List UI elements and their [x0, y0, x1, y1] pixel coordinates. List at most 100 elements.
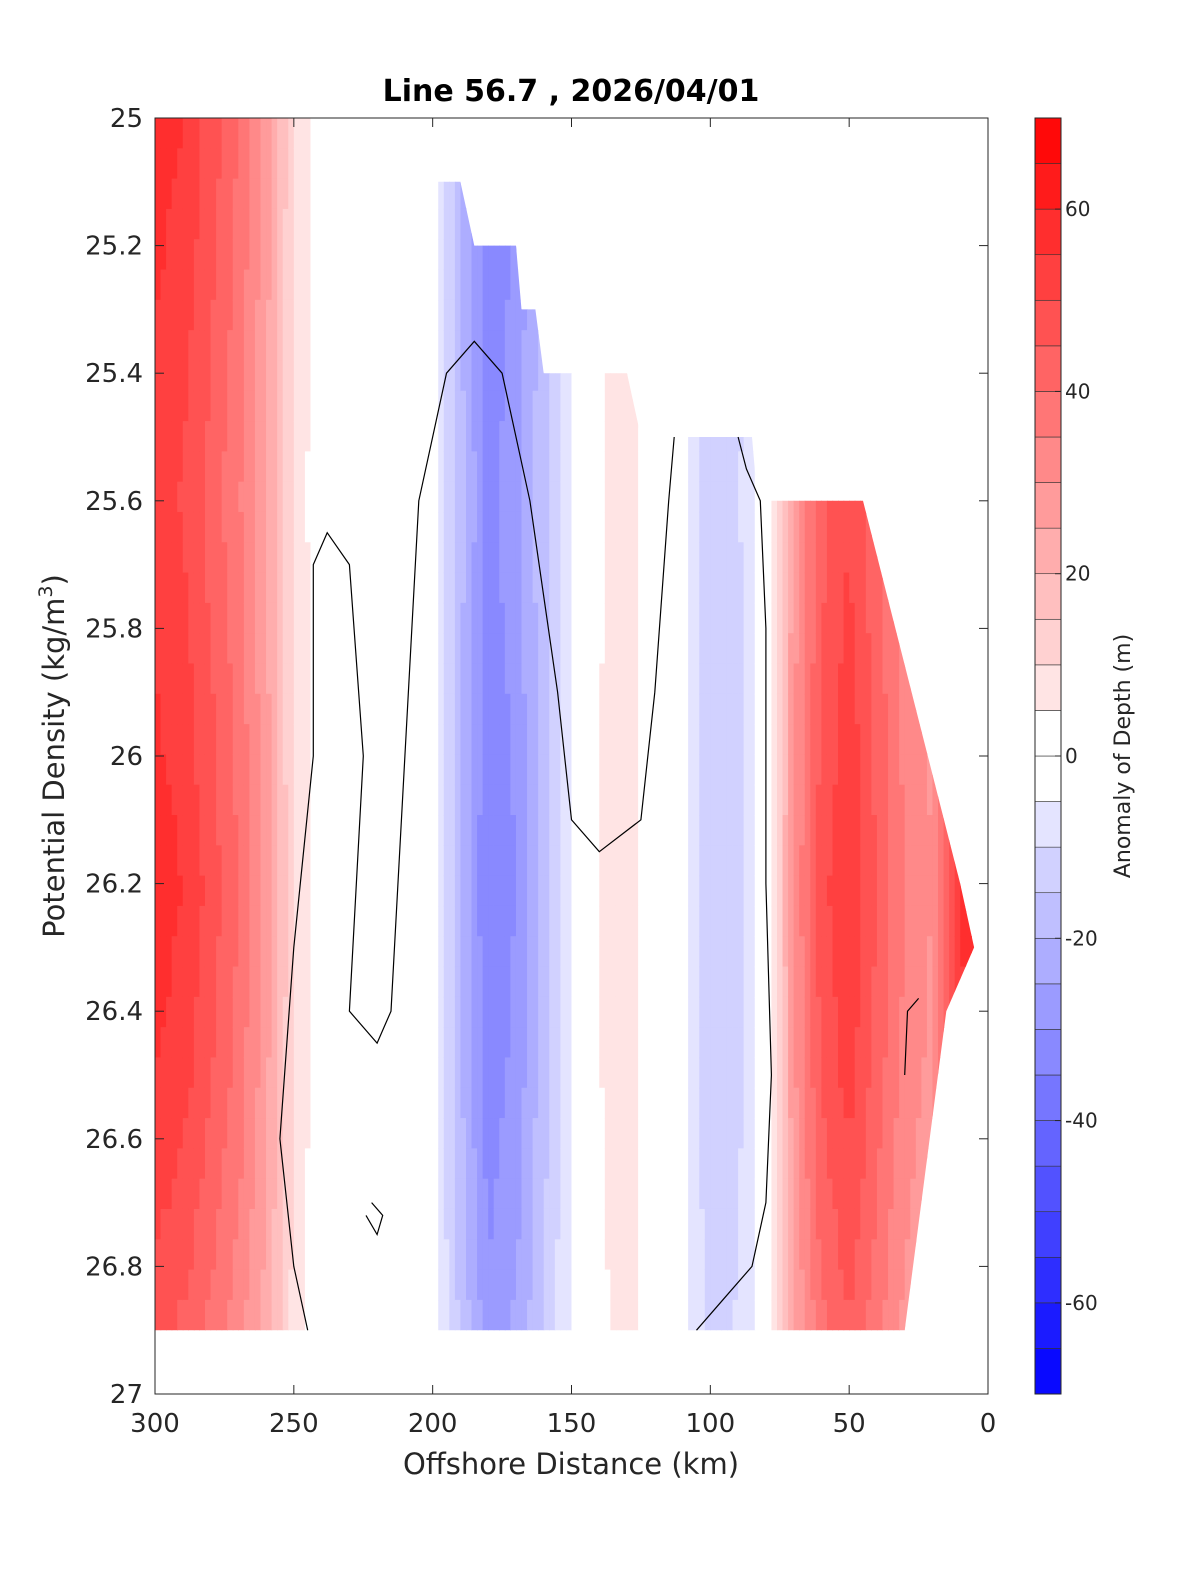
field-cell	[660, 178, 667, 210]
field-cell	[843, 724, 850, 755]
field-cell	[321, 724, 328, 755]
field-cell	[615, 724, 623, 755]
field-cell	[199, 118, 206, 149]
field-cell	[493, 330, 500, 362]
field-cell	[510, 572, 517, 604]
field-cell	[565, 299, 573, 331]
field-cell	[343, 178, 350, 210]
field-cell	[671, 421, 678, 452]
field-cell	[810, 784, 817, 816]
field-cell	[543, 875, 550, 907]
field-cell	[482, 421, 489, 452]
field-cell	[554, 542, 561, 574]
field-cell	[488, 178, 495, 210]
field-cell	[393, 754, 400, 786]
field-cell	[521, 360, 528, 392]
field-cell	[677, 1239, 684, 1271]
field-cell	[399, 178, 406, 210]
field-cell	[632, 966, 639, 998]
field-cell	[427, 390, 434, 422]
field-cell	[343, 875, 350, 907]
field-cell	[282, 602, 289, 634]
field-cell	[565, 178, 573, 210]
field-cell	[332, 330, 339, 362]
field-cell	[621, 481, 628, 513]
field-cell	[521, 724, 528, 755]
field-cell	[671, 905, 678, 937]
field-cell	[266, 1057, 273, 1089]
field-cell	[543, 754, 550, 786]
field-cell	[488, 451, 495, 483]
field-cell	[621, 542, 628, 574]
field-cell	[832, 1148, 839, 1180]
field-cell	[554, 996, 561, 1028]
field-cell	[304, 239, 312, 271]
field-cell	[182, 966, 189, 998]
field-cell	[743, 936, 750, 968]
field-cell	[332, 299, 339, 331]
field-cell	[604, 1269, 611, 1301]
field-cell	[288, 208, 295, 240]
field-cell	[743, 784, 750, 816]
field-cell	[821, 1178, 828, 1210]
field-cell	[610, 208, 617, 240]
field-cell	[804, 784, 811, 816]
field-cell	[271, 633, 278, 665]
field-cell	[360, 451, 367, 483]
field-cell	[371, 239, 378, 271]
field-cell	[682, 421, 689, 452]
field-cell	[216, 118, 223, 149]
field-cell	[316, 1027, 323, 1059]
field-cell	[521, 208, 528, 240]
field-cell	[155, 148, 162, 180]
field-cell	[465, 1148, 473, 1180]
field-cell	[366, 239, 373, 271]
field-cell	[604, 633, 611, 665]
field-cell	[760, 1057, 767, 1089]
field-cell	[193, 208, 201, 240]
field-cell	[532, 815, 539, 846]
field-cell	[354, 451, 362, 483]
field-cell	[271, 1208, 278, 1240]
field-cell	[582, 754, 589, 786]
field-cell	[332, 451, 339, 483]
field-cell	[738, 1118, 745, 1149]
field-cell	[216, 602, 223, 634]
field-cell	[743, 330, 750, 362]
field-cell	[177, 269, 184, 301]
field-cell	[271, 905, 278, 937]
field-cell	[266, 663, 273, 695]
field-cell	[454, 996, 462, 1028]
field-cell	[771, 360, 778, 392]
field-cell	[443, 299, 450, 331]
field-cell	[638, 421, 645, 452]
field-cell	[188, 936, 195, 968]
field-cell	[599, 208, 606, 240]
field-cell	[826, 118, 834, 149]
field-cell	[377, 542, 384, 574]
field-cell	[227, 1087, 234, 1119]
field-cell	[699, 1178, 706, 1210]
field-cell	[604, 1208, 611, 1240]
field-cell	[393, 572, 400, 604]
field-cell	[649, 754, 656, 786]
field-cell	[316, 148, 323, 180]
field-cell	[454, 572, 462, 604]
field-cell	[504, 1118, 512, 1149]
field-cell	[604, 269, 611, 301]
field-cell	[532, 1269, 539, 1301]
field-cell	[304, 693, 312, 725]
field-cell	[238, 1087, 245, 1119]
field-cell	[515, 996, 523, 1028]
field-cell	[588, 330, 595, 362]
field-cell	[604, 1027, 611, 1059]
field-cell	[338, 178, 345, 210]
field-cell	[493, 148, 500, 180]
field-cell	[726, 118, 734, 149]
field-cell	[815, 542, 822, 574]
field-cell	[177, 1178, 184, 1210]
field-cell	[243, 905, 250, 937]
field-cell	[832, 572, 839, 604]
field-cell	[510, 1208, 517, 1240]
field-cell	[388, 178, 395, 210]
